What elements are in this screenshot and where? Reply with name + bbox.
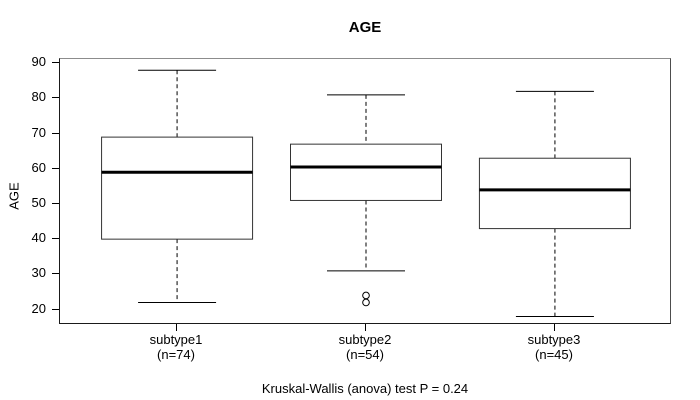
group-count: (n=45) [535, 346, 573, 362]
outlier-point-subtype2 [362, 291, 370, 300]
iqr-box-subtype3 [478, 157, 631, 230]
group-label-subtype3: subtype3 (n=45) [479, 332, 629, 362]
y-tick-mark [52, 168, 59, 169]
group-count: (n=74) [157, 346, 195, 362]
group-name: subtype3 [527, 332, 581, 347]
group-count: (n=54) [346, 346, 384, 362]
y-tick-label: 50 [31, 195, 46, 210]
y-tick-label: 90 [31, 54, 46, 69]
y-tick-mark [52, 238, 59, 239]
chart-title: AGE [348, 19, 382, 36]
outlier-point-subtype2 [362, 298, 370, 307]
x-tick-mark [176, 324, 177, 331]
group-label-subtype1: subtype1 (n=74) [101, 332, 251, 362]
group-name: subtype1 [149, 332, 203, 347]
y-tick-mark [52, 273, 59, 274]
iqr-box-subtype2 [290, 143, 442, 201]
iqr-box-subtype1 [101, 136, 254, 240]
x-tick-mark [554, 324, 555, 331]
boxplot-canvas [101, 69, 631, 318]
y-tick-mark [52, 133, 59, 134]
y-tick-label: 40 [31, 230, 46, 245]
y-tick-mark [52, 309, 59, 310]
y-tick-mark [52, 62, 59, 63]
y-tick-mark [52, 203, 59, 204]
y-tick-mark [52, 97, 59, 98]
y-tick-label: 30 [31, 265, 46, 280]
y-tick-label: 80 [31, 89, 46, 104]
y-tick-label: 60 [31, 160, 46, 175]
y-tick-label: 20 [31, 301, 46, 316]
group-name: subtype2 [338, 332, 392, 347]
plot-area [59, 58, 671, 324]
group-label-subtype2: subtype2 (n=54) [290, 332, 440, 362]
stat-test-caption: Kruskal-Wallis (anova) test P = 0.24 [261, 381, 469, 396]
x-tick-mark [365, 324, 366, 331]
y-tick-label: 70 [31, 125, 46, 140]
